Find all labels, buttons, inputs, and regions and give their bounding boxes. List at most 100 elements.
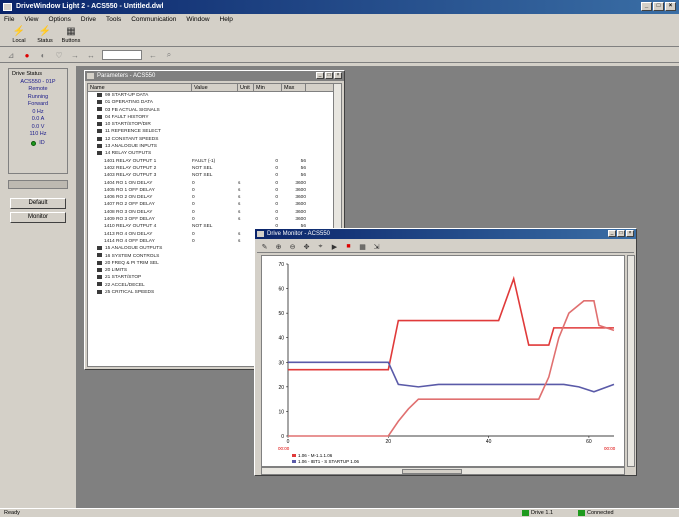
parameter-row[interactable]: 15 ANALOGUE OUTPUTS <box>88 245 341 252</box>
group-folder-icon[interactable] <box>97 107 102 112</box>
vertical-scrollbar[interactable] <box>333 84 341 366</box>
chart-area[interactable]: 0 10 20 30 40 50 60 70 0 20 40 60 00:00 00:00 1.06 - M… <box>261 255 625 470</box>
minimize-icon[interactable]: _ <box>608 230 616 237</box>
group-folder-icon[interactable] <box>97 151 102 156</box>
monitor-button[interactable]: Monitor <box>10 212 66 223</box>
group-folder-icon[interactable] <box>97 100 102 105</box>
autoscale-icon[interactable]: ⇲ <box>373 243 380 251</box>
group-folder-icon[interactable] <box>97 143 102 148</box>
parameter-name: 1414 RO 4 OFF DELAY <box>104 238 155 244</box>
parameter-row[interactable]: 12 CONSTANT SPEEDS <box>88 136 341 143</box>
chart-vertical-scrollbar[interactable] <box>627 255 635 467</box>
column-header-unit[interactable]: Unit <box>238 84 254 91</box>
parameter-row[interactable]: 1405 RO 1 OFF DELAY 0 s 0 3600 <box>88 187 341 194</box>
minimize-icon[interactable]: _ <box>316 72 324 79</box>
column-header-max[interactable]: Max <box>282 84 306 91</box>
pan-icon[interactable]: ✥ <box>303 243 310 251</box>
parameter-row[interactable]: 11 REFERENCE SELECT <box>88 128 341 135</box>
reference-icon[interactable]: ↔ <box>87 50 95 60</box>
play-icon[interactable]: ▶ <box>331 243 338 251</box>
parameter-row[interactable]: 1410 RELAY OUTPUT 4 NOT SEL 0 56 <box>88 223 341 230</box>
parameters-window-title-bar[interactable]: Parameters - ACS550 _ □ × <box>85 71 344 81</box>
column-header-name[interactable]: Name <box>88 84 192 91</box>
group-folder-icon[interactable] <box>97 282 102 287</box>
maximize-icon[interactable]: □ <box>325 72 333 79</box>
parameters-window[interactable]: Parameters - ACS550 _ □ × Name Value Unit … <box>84 70 345 370</box>
monitor-window[interactable]: Drive Monitor - ACS550 _ □ × ✎ ⊕ ⊖ ✥ ⌖ ▶ ■… <box>254 228 637 476</box>
settings-icon[interactable]: ✎ <box>261 243 268 251</box>
parameter-row[interactable]: 1403 RELAY OUTPUT 3 NOT SEL 0 56 <box>88 172 341 179</box>
stop-icon[interactable]: ● <box>24 50 30 60</box>
grid-icon[interactable]: ▦ <box>359 243 366 251</box>
cursor-icon[interactable]: ⌖ <box>318 242 323 250</box>
maximize-icon[interactable]: □ <box>653 2 664 11</box>
column-header-min[interactable]: Min <box>254 84 282 91</box>
parameter-row[interactable]: 1407 RO 2 OFF DELAY 0 s 0 3600 <box>88 201 341 208</box>
parameter-row[interactable]: 13 ANALOGUE INPUTS <box>88 143 341 150</box>
close-icon[interactable]: × <box>626 230 634 237</box>
group-folder-icon[interactable] <box>97 275 102 280</box>
close-icon[interactable]: × <box>334 72 342 79</box>
group-folder-icon[interactable] <box>97 114 102 119</box>
parameter-row[interactable]: 16 SYSTEM CONTROLS <box>88 253 341 260</box>
parameter-row[interactable]: 1404 RO 1 ON DELAY 0 s 0 3600 <box>88 180 341 187</box>
group-folder-icon[interactable] <box>97 253 102 258</box>
parameter-row[interactable]: 20 FREQ & PI TRIM SEL <box>88 260 341 267</box>
menu-drive[interactable]: Drive <box>80 16 97 23</box>
group-folder-icon[interactable] <box>97 245 102 250</box>
group-folder-icon[interactable] <box>97 136 102 141</box>
parameter-row[interactable]: 1409 RO 3 OFF DELAY 0 s 0 3600 <box>88 216 341 223</box>
reset-icon[interactable]: ♡ <box>55 50 63 60</box>
parameter-row[interactable]: 1402 RELAY OUTPUT 2 NOT SEL 0 56 <box>88 165 341 172</box>
menu-options[interactable]: Options <box>48 16 71 23</box>
parameter-row[interactable]: 20 LIMITS <box>88 267 341 274</box>
default-button[interactable]: Default <box>10 198 66 209</box>
start-icon[interactable]: ◐ <box>40 50 46 60</box>
zoom-out-icon[interactable]: ⊖ <box>289 243 296 251</box>
column-header-value[interactable]: Value <box>192 84 238 91</box>
menu-communication[interactable]: Communication <box>131 16 177 23</box>
record-icon[interactable]: ■ <box>346 243 351 250</box>
status-button[interactable]: ⚡ Status <box>34 26 56 46</box>
scroll-thumb[interactable] <box>402 469 462 474</box>
parameter-list-header: Name Value Unit Min Max <box>88 84 341 92</box>
parameter-row[interactable]: 03 FB ACTUAL SIGNALS <box>88 107 341 114</box>
menu-window[interactable]: Window <box>186 16 210 23</box>
parameter-row[interactable]: 1408 RO 3 ON DELAY 0 s 0 3600 <box>88 209 341 216</box>
menu-file[interactable]: File <box>4 16 15 23</box>
group-folder-icon[interactable] <box>97 289 102 294</box>
menu-view[interactable]: View <box>24 16 39 23</box>
group-folder-icon[interactable] <box>97 121 102 126</box>
parameter-row[interactable]: 04 FAULT HISTORY <box>88 114 341 121</box>
parameter-row[interactable]: 21 START/STOP <box>88 274 341 281</box>
monitor-window-title-bar[interactable]: Drive Monitor - ACS550 _ □ × <box>255 229 636 239</box>
parameter-row[interactable]: 1406 RO 2 ON DELAY 0 s 0 3600 <box>88 194 341 201</box>
group-folder-icon[interactable] <box>97 260 102 265</box>
parameter-value: 0 <box>192 202 195 208</box>
close-icon[interactable]: × <box>665 2 676 11</box>
zoom-icon[interactable]: ⌕ <box>166 50 172 59</box>
chart-horizontal-scrollbar[interactable] <box>261 467 625 475</box>
parameter-row[interactable]: 22 ACCEL/DECEL <box>88 282 341 289</box>
group-folder-icon[interactable] <box>97 267 102 272</box>
maximize-icon[interactable]: □ <box>617 230 625 237</box>
menu-help[interactable]: Help <box>219 16 233 23</box>
reference-combo[interactable] <box>102 50 142 60</box>
parameter-list[interactable]: Name Value Unit Min Max 99 START-UP DATA… <box>87 83 342 367</box>
minimize-icon[interactable]: _ <box>641 2 652 11</box>
drive-icon[interactable]: ⊿ <box>7 50 15 60</box>
parameter-row[interactable]: 1401 RELAY OUTPUT 1 FAULT (-1) 0 56 <box>88 158 341 165</box>
parameter-row[interactable]: 99 START-UP DATA <box>88 92 341 99</box>
parameter-row[interactable]: 14 RELAY OUTPUTS <box>88 150 341 157</box>
menu-tools[interactable]: Tools <box>106 16 122 23</box>
buttons-button[interactable]: ▦ Buttons <box>61 26 81 44</box>
parameter-row[interactable]: 10 START/STOP/DIR <box>88 121 341 128</box>
direction-icon[interactable]: → <box>71 50 79 60</box>
zoom-in-icon[interactable]: ⊕ <box>275 243 282 251</box>
group-folder-icon[interactable] <box>97 92 102 97</box>
parameter-row[interactable]: 01 OPERATING DATA <box>88 99 341 106</box>
parameter-row[interactable]: 25 CRITICAL SPEEDS <box>88 289 341 296</box>
group-folder-icon[interactable] <box>97 129 102 134</box>
local-button[interactable]: ⚡ Local <box>8 26 30 46</box>
arrow-left-icon[interactable]: ← <box>149 50 157 60</box>
